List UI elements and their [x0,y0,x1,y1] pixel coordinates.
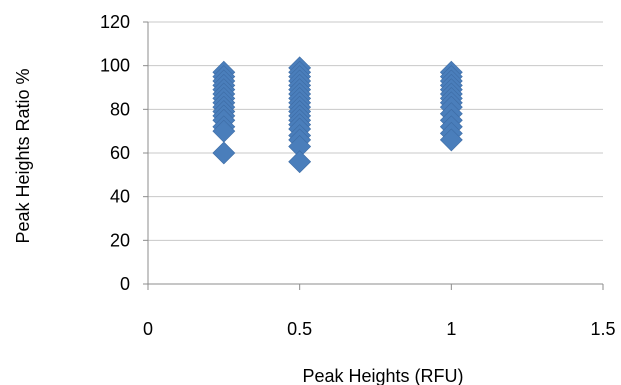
y-axis-title: Peak Heights Ratio % [13,68,33,243]
x-tick-label: 1.5 [590,319,615,339]
data-point-diamond [439,128,463,152]
x-tick-label: 1 [446,319,456,339]
y-tick-label: 0 [120,274,130,294]
y-tick-label: 80 [110,99,130,119]
data-point-diamond [288,150,312,174]
y-tick-label: 120 [100,12,130,32]
data-point-diamond [212,141,236,165]
x-tick-label: 0.5 [287,319,312,339]
x-tick-label: 0 [143,319,153,339]
y-tick-label: 100 [100,56,130,76]
y-tick-label: 40 [110,187,130,207]
tick-labels: 0 20 40 60 80 100 120 0 0.5 1 1.5 [100,12,616,339]
x-axis-title: Peak Heights (RFU) [302,366,463,385]
data-points [212,56,463,174]
y-tick-label: 20 [110,230,130,250]
y-tick-label: 60 [110,143,130,163]
axes [143,21,604,290]
